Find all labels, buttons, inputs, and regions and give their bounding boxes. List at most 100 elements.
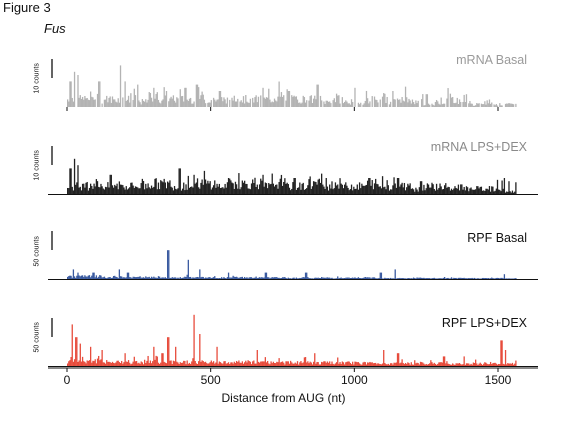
coverage-bar (345, 362, 347, 366)
coverage-bar (209, 277, 211, 279)
coverage-bar (266, 277, 269, 279)
coverage-bar (445, 183, 447, 194)
coverage-bar (238, 278, 240, 279)
coverage-bar (76, 337, 78, 366)
coverage-bar (514, 191, 516, 194)
coverage-bar (152, 101, 154, 107)
coverage-bar (487, 364, 489, 366)
coverage-bar (252, 97, 254, 107)
coverage-bar (140, 277, 142, 279)
coverage-bar (402, 187, 404, 194)
coverage-bar (81, 183, 84, 194)
coverage-bar (368, 362, 370, 366)
coverage-bar (363, 186, 365, 194)
coverage-bar (341, 184, 343, 194)
coverage-bar (312, 278, 315, 279)
coverage-bar (321, 361, 323, 366)
coverage-bar (271, 363, 273, 366)
coverage-bar (216, 99, 218, 107)
coverage-bar (193, 174, 195, 194)
coverage-bar (288, 278, 291, 279)
coverage-bar (145, 362, 147, 366)
x-tick-label: 1500 (485, 373, 512, 387)
coverage-bar (335, 185, 338, 194)
coverage-bar (96, 93, 99, 107)
coverage-bar (296, 99, 299, 107)
track-name-mrna-basal: mRNA Basal (456, 53, 527, 67)
coverage-bar (169, 98, 171, 107)
coverage-bar (225, 363, 227, 366)
coverage-bar (246, 362, 248, 366)
coverage-bar (156, 92, 158, 107)
coverage-bar (215, 101, 217, 107)
coverage-bar (300, 361, 302, 366)
coverage-bar (175, 188, 177, 194)
coverage-bar (280, 278, 283, 279)
coverage-bar (346, 277, 348, 279)
coverage-bar (466, 187, 469, 194)
coverage-bar (146, 277, 148, 279)
coverage-bar (137, 84, 139, 107)
coverage-bar (300, 103, 302, 107)
coverage-bar (292, 182, 294, 194)
coverage-bar (501, 105, 503, 107)
coverage-bar (308, 100, 310, 107)
coverage-bar (456, 188, 458, 194)
coverage-bar (275, 363, 277, 366)
coverage-bar (434, 363, 437, 366)
coverage-bar (478, 188, 480, 194)
coverage-bar (233, 95, 235, 107)
coverage-bar (358, 278, 361, 279)
coverage-bar (187, 175, 189, 194)
coverage-bar (331, 361, 333, 366)
coverage-bar (486, 188, 488, 194)
coverage-bar (449, 93, 452, 107)
coverage-bar (72, 101, 75, 107)
coverage-bar (176, 97, 178, 107)
coverage-bar (352, 277, 354, 279)
coverage-bar (121, 360, 123, 366)
coverage-bar (403, 278, 406, 279)
coverage-bar (379, 272, 381, 279)
coverage-bar (104, 99, 107, 107)
coverage-bar (424, 190, 426, 194)
coverage-bar (192, 277, 194, 279)
coverage-bar (300, 278, 302, 279)
coverage-bar (385, 103, 387, 107)
coverage-bar (263, 277, 265, 279)
coverage-bar (254, 277, 256, 279)
coverage-bar (257, 277, 260, 279)
coverage-bar (269, 364, 271, 366)
coverage-bar (208, 102, 210, 107)
coverage-bar (354, 189, 356, 194)
coverage-bar (506, 191, 508, 194)
coverage-bar (362, 104, 364, 107)
coverage-bar (103, 189, 106, 194)
coverage-bar (100, 183, 102, 194)
coverage-bar (318, 364, 320, 366)
coverage-bar (123, 362, 125, 366)
coverage-bar (119, 184, 122, 194)
coverage-bar (73, 158, 76, 194)
coverage-bar (216, 278, 218, 279)
coverage-bar (137, 276, 139, 279)
coverage-bar (477, 186, 479, 194)
coverage-bar (455, 102, 457, 107)
coverage-bar (485, 188, 487, 194)
coverage-bar (310, 278, 312, 279)
coverage-bar (196, 178, 199, 194)
coverage-bar (422, 277, 424, 279)
coverage-bar (327, 362, 330, 366)
coverage-bar (424, 105, 426, 107)
coverage-bar (424, 364, 426, 366)
coverage-bar (350, 99, 353, 107)
coverage-bar (71, 277, 73, 279)
coverage-bar (317, 84, 319, 107)
coverage-bar (339, 362, 341, 366)
coverage-bar (69, 81, 71, 107)
coverage-bar (108, 361, 110, 366)
coverage-bar (129, 277, 131, 279)
coverage-bar (254, 363, 256, 366)
coverage-bar (475, 189, 477, 194)
coverage-bar (135, 277, 138, 279)
